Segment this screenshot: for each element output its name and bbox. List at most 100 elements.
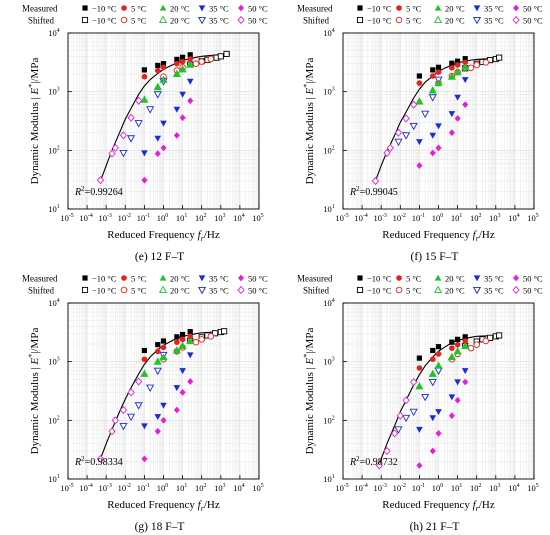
panel-e: Measured −10 °C 5 °C 20 °C 35 °C 50 °CShifted… <box>22 4 268 264</box>
legend-temperature-label: −10 °C <box>92 16 117 26</box>
x-tick-base: 10 <box>60 213 69 223</box>
legend-temperature-label: 50 °C <box>248 286 268 296</box>
r-squared-value: =0.98334 <box>85 457 123 468</box>
x-tick-base: 10 <box>118 213 127 223</box>
x-tick-exponent: 4 <box>242 213 245 219</box>
x-tick-label: 102 <box>195 213 207 223</box>
shifted-point <box>383 148 391 158</box>
x-tick-exponent: 1 <box>184 213 187 219</box>
legend-marker <box>158 15 168 24</box>
x-tick-label: 10-2 <box>118 483 131 493</box>
legend-marker <box>237 15 245 25</box>
measured-point <box>187 52 193 58</box>
measured-point <box>429 447 436 455</box>
y-tick-label: 102 <box>48 145 60 155</box>
shifted-point <box>146 384 155 393</box>
shifted-point <box>127 113 135 122</box>
shifted-point <box>409 122 418 131</box>
measured-point <box>416 73 422 79</box>
x-tick-exponent: -3 <box>107 213 112 219</box>
x-tick-exponent: 0 <box>165 483 168 489</box>
x-tick-base: 10 <box>393 213 402 223</box>
measured-point <box>416 162 423 169</box>
x-tick-base: 10 <box>60 483 69 493</box>
legend-marker <box>158 285 168 294</box>
measured-point <box>174 334 180 340</box>
shifted-point <box>487 334 494 341</box>
x-tick-base: 10 <box>412 483 421 493</box>
measured-point <box>160 416 167 424</box>
x-tick-exponent: -1 <box>420 213 425 219</box>
measured-point <box>160 144 167 152</box>
y-tick-exponent: 1 <box>57 204 60 210</box>
x-tick-base: 10 <box>432 213 441 223</box>
x-tick-label: 10-1 <box>412 213 425 223</box>
r-squared-annotation: R2=0.98732 <box>349 455 398 468</box>
x-tick-label: 105 <box>252 213 264 223</box>
legend-marker <box>357 275 363 281</box>
x-axis-title-unit: /Hz <box>479 499 495 511</box>
legend-marker <box>512 15 520 25</box>
r-squared-symbol: R <box>74 457 81 468</box>
x-tick-base: 10 <box>195 483 204 493</box>
x-tick-label: 103 <box>214 213 226 223</box>
y-axis-title-unit: |/MPa <box>29 58 41 84</box>
y-tick-base: 10 <box>48 87 57 97</box>
measured-point <box>429 149 436 157</box>
x-tick-exponent: 2 <box>478 213 481 219</box>
r-squared-value: =0.99045 <box>360 187 398 198</box>
legend-temperature-label: 20 °C <box>170 4 190 14</box>
x-tick-exponent: 4 <box>517 483 520 489</box>
x-tick-label: 10-1 <box>137 213 150 223</box>
y-axis-title-main: Dynamic Modulus | <box>304 364 316 454</box>
legend-temperature-label: −10 °C <box>367 16 392 26</box>
measured-point <box>449 65 455 71</box>
x-axis-title-subscript: r <box>476 504 480 513</box>
legend-temperature-label: 50 °C <box>248 4 268 14</box>
x-tick-label: 10-3 <box>374 213 387 223</box>
master-curve <box>99 53 230 182</box>
x-tick-exponent: 2 <box>203 483 206 489</box>
legend-temperature-label: 20 °C <box>170 274 190 284</box>
legend: Measured −10 °C 5 °C 20 °C 35 °C 50 °C Shifted… <box>297 4 543 26</box>
y-tick-base: 10 <box>48 415 57 425</box>
measured-point <box>429 73 436 79</box>
measured-point <box>160 344 167 351</box>
measured-point <box>179 388 186 396</box>
x-tick-exponent: -4 <box>88 483 93 489</box>
y-axis-title-unit: |/MPa <box>304 58 316 84</box>
y-tick-base: 10 <box>323 357 332 367</box>
y-axis-title-main: Dynamic Modulus | <box>29 94 41 184</box>
legend-temperature-label: 50 °C <box>523 274 543 284</box>
x-tick-base: 10 <box>393 483 402 493</box>
measured-point <box>454 94 461 101</box>
legend-marker <box>198 275 206 282</box>
grid <box>67 302 260 480</box>
measured-point <box>160 64 167 71</box>
measured-point <box>430 67 436 73</box>
measured-point <box>429 356 436 363</box>
measured-point <box>416 98 423 105</box>
x-tick-label: 103 <box>489 483 501 493</box>
shifted-point <box>410 377 418 387</box>
x-axis: 10-5 10-4 10-3 10-2 10-1 100 101 102 103 104 105 <box>60 205 264 223</box>
x-tick-exponent: 2 <box>203 213 206 219</box>
y-tick-base: 10 <box>48 298 57 308</box>
legend-marker <box>159 4 167 11</box>
x-tick-label: 104 <box>233 213 245 223</box>
x-axis: 10-5 10-4 10-3 10-2 10-1 100 101 102 103 104 105 <box>60 475 264 493</box>
y-axis-title: Dynamic Modulus | E*|/MPa <box>27 328 41 455</box>
measured-point <box>435 351 442 357</box>
y-tick-base: 10 <box>48 204 57 214</box>
legend-temperature-label: 20 °C <box>170 286 190 296</box>
y-axis-title-main: Dynamic Modulus | <box>304 94 316 184</box>
shifted-point <box>221 328 228 335</box>
shifted-point <box>386 143 394 152</box>
legend-marker <box>82 275 88 281</box>
x-tick-base: 10 <box>354 213 363 223</box>
legend-row-label: Measured <box>22 274 58 284</box>
shifted-point <box>473 341 480 348</box>
x-axis-title-unit: /Hz <box>204 229 220 241</box>
x-tick-exponent: -5 <box>344 213 349 219</box>
